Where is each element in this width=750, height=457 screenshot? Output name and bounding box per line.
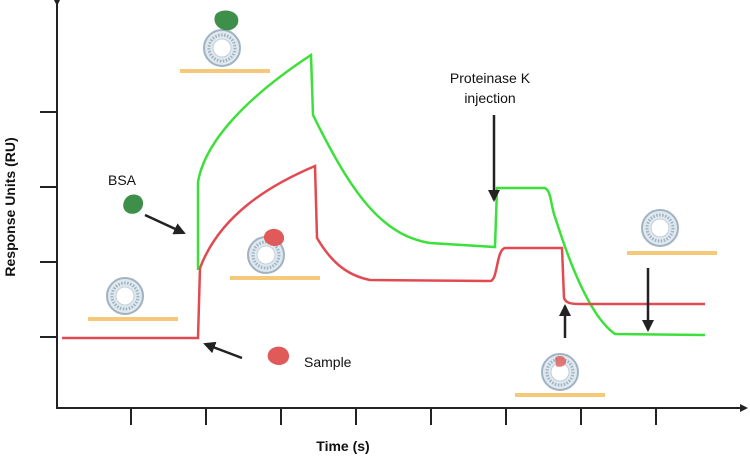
sample-label: Sample: [304, 354, 352, 370]
proteinase-label: injection: [464, 90, 515, 106]
icons: [88, 10, 717, 397]
x-axis-label: Time (s): [316, 438, 369, 454]
y-axis-label: Response Units (RU): [2, 137, 18, 276]
red-curve: [62, 164, 705, 340]
proteinase-label: Proteinase K: [450, 70, 531, 86]
axes: [40, 0, 748, 425]
green-curve: [196, 52, 706, 337]
arrows: [144, 115, 654, 360]
bsa-label: BSA: [108, 172, 137, 188]
